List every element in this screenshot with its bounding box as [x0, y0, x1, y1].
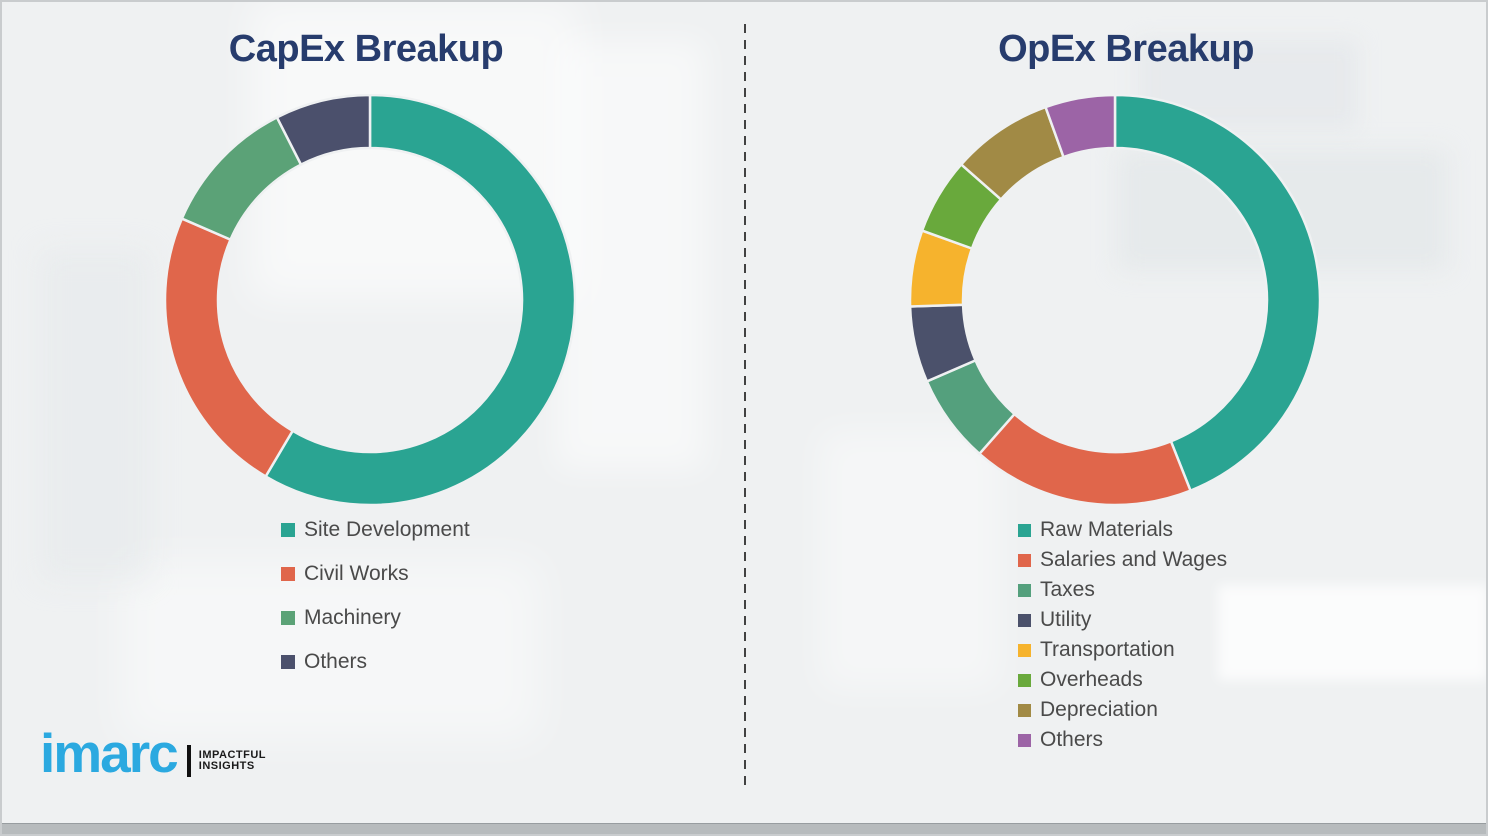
donut-segment-others — [275, 94, 372, 167]
legend-label: Depreciation — [1040, 698, 1158, 721]
legend-item: Transportation — [1018, 635, 1227, 665]
legend-marker — [1018, 643, 1031, 657]
legend-marker — [1018, 673, 1031, 687]
imarc-logo-tagline: IMPACTFUL INSIGHTS — [198, 748, 266, 772]
legend-label: Salaries and Wages — [1040, 548, 1228, 571]
tagline-line-2: INSIGHTS — [198, 759, 255, 772]
background-blob — [1218, 585, 1488, 680]
legend-marker — [281, 655, 295, 669]
legend-item: Depreciation — [1018, 695, 1227, 725]
legend-marker — [1018, 553, 1031, 567]
legend-marker — [1018, 703, 1031, 717]
bottom-window-edge — [0, 823, 1488, 836]
legend-label: Others — [1040, 728, 1104, 751]
legend-item: Others — [281, 640, 470, 684]
legend-label: Machinery — [304, 606, 401, 629]
legend-item: Civil Works — [281, 552, 470, 596]
legend-label: Raw Materials — [1040, 518, 1174, 541]
donut-segment-salaries-and-wages — [977, 412, 1193, 506]
legend-marker — [281, 611, 295, 625]
donut-segment-civil-works — [164, 216, 295, 479]
background-blob — [555, 40, 705, 470]
legend-item: Raw Materials — [1018, 515, 1227, 545]
donut-segment-raw-materials — [1113, 94, 1321, 493]
opex-donut-chart — [909, 94, 1321, 506]
legend-marker — [1018, 733, 1031, 747]
legend-item: Salaries and Wages — [1018, 545, 1227, 575]
legend-label: Site Development — [304, 518, 470, 541]
legend-label: Transportation — [1040, 638, 1175, 661]
logo-divider-bar — [186, 744, 191, 777]
donut-segment-site-development — [263, 94, 576, 506]
legend-label: Others — [304, 650, 368, 673]
opex-chart-title: OpEx Breakup — [998, 28, 1254, 70]
legend-item: Site Development — [281, 508, 470, 552]
opex-legend: Raw Materials Salaries and Wages Taxes Util… — [1018, 515, 1227, 755]
imarc-logo: imarc IMPACTFUL INSIGHTS — [40, 726, 266, 781]
legend-marker — [281, 567, 295, 581]
legend-marker — [1018, 523, 1031, 537]
tagline-line-1: IMPACTFUL — [198, 748, 266, 761]
legend-item: Others — [1018, 725, 1227, 755]
legend-label: Overheads — [1040, 668, 1143, 691]
capex-chart-title: CapEx Breakup — [228, 28, 504, 70]
legend-item: Utility — [1018, 605, 1227, 635]
legend-label: Civil Works — [304, 562, 409, 585]
legend-label: Utility — [1040, 608, 1092, 631]
legend-item: Overheads — [1018, 665, 1227, 695]
capex-legend: Site Development Civil Works Machinery Othe… — [281, 508, 470, 684]
legend-item: Machinery — [281, 596, 470, 640]
legend-label: Taxes — [1040, 578, 1095, 601]
legend-item: Taxes — [1018, 575, 1227, 605]
background-blob — [40, 250, 150, 580]
legend-marker — [1018, 583, 1031, 597]
donut-segment-others — [1043, 94, 1117, 159]
donut-segment-machinery — [180, 115, 303, 242]
capex-donut-chart — [164, 94, 576, 506]
dashed-divider — [744, 24, 746, 790]
legend-marker — [1018, 613, 1031, 627]
imarc-logo-text: imarc — [40, 722, 179, 784]
legend-marker — [281, 523, 295, 537]
